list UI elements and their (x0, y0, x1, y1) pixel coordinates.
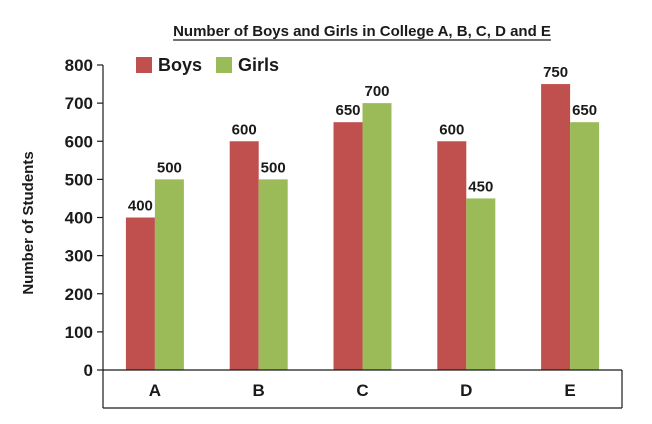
y-tick-label: 500 (65, 170, 93, 189)
y-tick-label: 0 (84, 361, 93, 380)
bar-boys-a (125, 217, 155, 370)
data-label-boys-e: 750 (543, 64, 568, 81)
x-tick-label: C (356, 381, 368, 400)
legend: Boys Girls (136, 55, 279, 75)
bar-boys-b (229, 141, 259, 370)
bar-boys-e (541, 84, 571, 370)
chart-title: Number of Boys and Girls in College A, B… (173, 23, 551, 40)
y-axis: 0 100 200 300 400 500 600 700 800 (65, 56, 104, 380)
data-label-girls-a: 500 (157, 159, 182, 176)
legend-swatch-girls (216, 57, 233, 73)
y-tick-label: 600 (65, 132, 93, 151)
data-label-boys-a: 400 (128, 198, 153, 215)
bar-girls-d (466, 198, 496, 370)
data-label-boys-c: 650 (335, 102, 360, 119)
y-tick-label: 300 (65, 247, 93, 266)
y-tick-label: 200 (65, 285, 93, 304)
x-axis: A B C D E (102, 369, 623, 409)
data-label-girls-b: 500 (261, 159, 286, 176)
bars (125, 84, 600, 370)
bar-boys-c (333, 122, 363, 370)
x-tick-label: D (460, 381, 472, 400)
y-tick-label: 800 (65, 56, 93, 75)
bar-girls-b (258, 179, 288, 370)
data-label-girls-e: 650 (572, 102, 597, 119)
bar-boys-d (437, 141, 467, 370)
y-tick-label: 100 (65, 323, 93, 342)
bar-girls-e (570, 122, 600, 370)
legend-swatch-boys (136, 57, 152, 73)
y-axis-label: Number of Students (20, 151, 37, 294)
bar-girls-c (362, 103, 392, 370)
data-label-girls-d: 450 (468, 178, 493, 195)
x-tick-label: A (149, 381, 161, 400)
bar-girls-a (154, 179, 184, 370)
data-label-boys-b: 600 (232, 121, 257, 138)
x-tick-label: E (564, 381, 575, 400)
y-tick-label: 400 (65, 209, 93, 228)
legend-label-girls: Girls (238, 55, 279, 75)
y-tick-label: 700 (65, 94, 93, 113)
data-label-boys-d: 600 (439, 121, 464, 138)
data-label-girls-c: 700 (364, 83, 389, 100)
x-tick-label: B (253, 381, 265, 400)
legend-label-boys: Boys (158, 55, 202, 75)
